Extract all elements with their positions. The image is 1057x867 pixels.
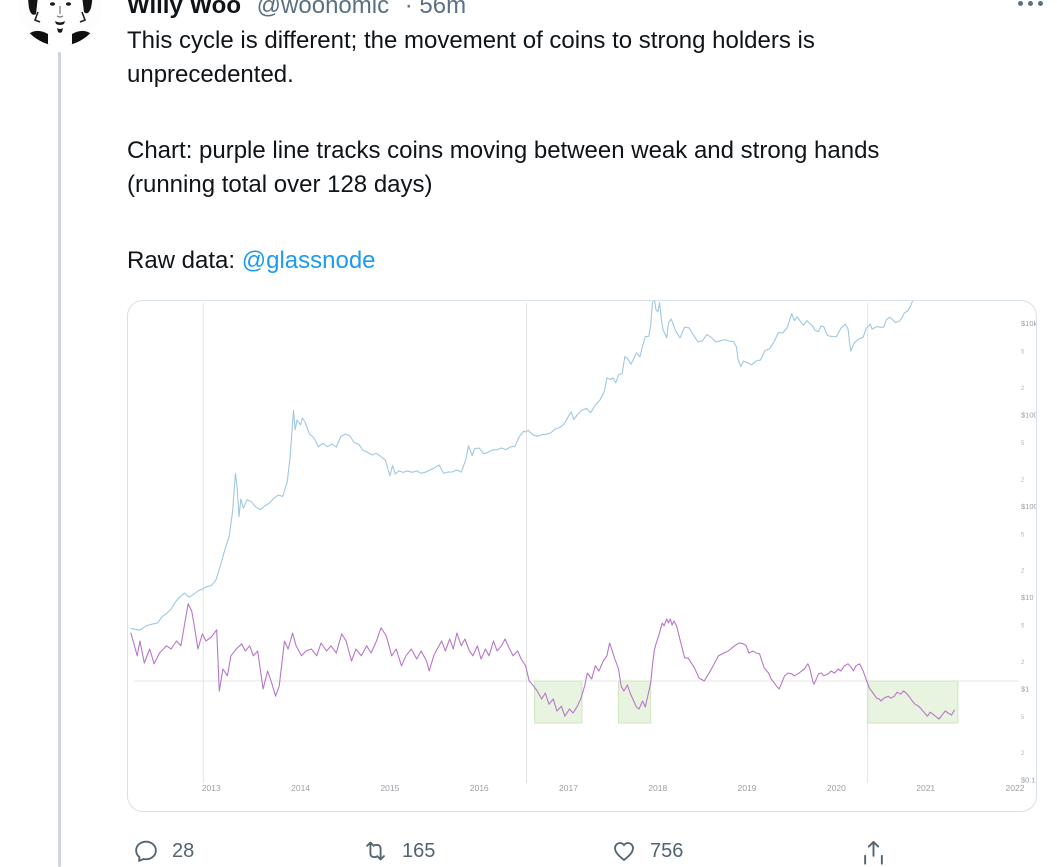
year-tick-label: 2021: [916, 783, 935, 793]
price-tick-label: 2: [1021, 477, 1025, 483]
year-tick-label: 2020: [827, 783, 846, 793]
price-tick-label: $1: [1021, 684, 1029, 693]
chart-svg: $10k 5 2 $1000 5 2 $100 5 2 $10 5 2 $1 5 2 $0.1 2013 2014…: [130, 301, 1036, 793]
tweet-timestamp[interactable]: · 56m: [404, 0, 467, 19]
year-tick-label: 2014: [291, 783, 310, 793]
more-options-icon[interactable]: [1018, 1, 1043, 6]
year-tick-label: 2013: [202, 783, 221, 793]
year-tick-label: 2019: [738, 783, 757, 793]
like-button[interactable]: 756: [611, 838, 683, 864]
retweet-count: 165: [402, 840, 436, 862]
price-tick-label: $0.1: [1021, 776, 1036, 785]
retweet-icon: [366, 841, 385, 861]
price-tick-label: 5: [1021, 715, 1025, 721]
tweet-paragraph-1: This cycle is different; the movement of…: [127, 27, 815, 88]
reply-icon: [135, 840, 157, 862]
price-tick-label: 5: [1021, 350, 1025, 356]
series-btc-price-usd: [130, 301, 914, 631]
tweet-text: This cycle is different; the movement of…: [127, 24, 987, 320]
price-tick-label: 2: [1021, 386, 1025, 392]
tweet-header: Willy Woo @woonomic · 56m: [127, 0, 466, 21]
year-tick-label: 2016: [470, 783, 489, 793]
tweet-action-bar: 28 165 756: [0, 838, 1057, 867]
avatar[interactable]: [18, 0, 102, 46]
dot: [1018, 1, 1023, 6]
price-tick-label: 5: [1021, 532, 1025, 538]
price-tick-label: $10k: [1021, 319, 1036, 328]
reply-count: 28: [172, 840, 195, 862]
year-tick-label: 2017: [559, 783, 578, 793]
share-button[interactable]: [860, 838, 887, 867]
raw-data-label: Raw data:: [127, 247, 242, 274]
heart-icon: [614, 842, 634, 861]
author-name[interactable]: Willy Woo: [127, 0, 241, 19]
price-tick-label: 5: [1021, 624, 1025, 630]
retweet-button[interactable]: 165: [362, 838, 435, 864]
dot: [1028, 1, 1033, 6]
author-handle[interactable]: @woonomic: [256, 0, 390, 19]
thread-connector-line: [58, 52, 61, 867]
price-tick-label: 2: [1021, 660, 1025, 666]
year-tick-label: 2015: [380, 783, 399, 793]
price-tick-label: 2: [1021, 569, 1025, 575]
year-tick-label: 2022: [1006, 783, 1025, 793]
price-tick-label: $1000: [1021, 411, 1036, 420]
reply-button[interactable]: 28: [133, 838, 194, 864]
series-weak-to-strong-hands-128d-running-total: [130, 603, 955, 720]
avatar-sketch-face: [18, 0, 102, 46]
price-tick-label: 5: [1021, 441, 1025, 447]
dot: [1038, 1, 1043, 6]
year-tick-label: 2018: [648, 783, 667, 793]
share-icon: [864, 840, 883, 865]
tweet-paragraph-2: Chart: purple line tracks coins moving b…: [127, 137, 880, 198]
price-tick-label: 2: [1021, 751, 1025, 757]
glassnode-mention-link[interactable]: @glassnode: [241, 247, 376, 274]
like-count: 756: [650, 840, 684, 862]
price-tick-label: $100: [1021, 502, 1036, 511]
tweet-paragraph-3: Raw data: @glassnode: [127, 244, 987, 278]
price-tick-label: $10: [1021, 593, 1034, 602]
chart-media-card[interactable]: $10k 5 2 $1000 5 2 $100 5 2 $10 5 2 $1 5 2 $0.1 2013 2014…: [127, 300, 1037, 812]
